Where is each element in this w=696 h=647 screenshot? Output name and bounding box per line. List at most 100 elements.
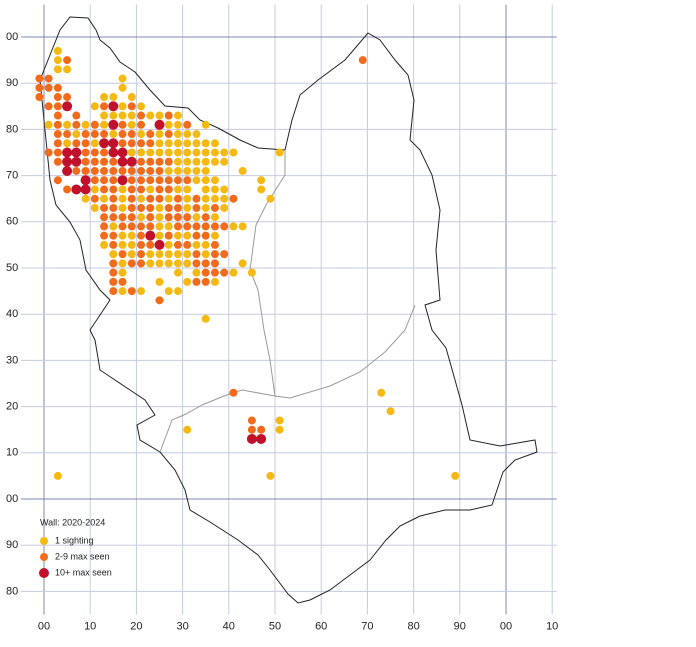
sighting-dot — [137, 222, 146, 231]
sighting-dot — [201, 231, 210, 240]
y-tick-label: 90 — [6, 77, 18, 89]
sighting-dot — [164, 176, 173, 185]
sighting-dot — [53, 176, 62, 185]
sighting-dot — [192, 203, 201, 212]
sighting-dot — [210, 240, 219, 249]
sighting-dot — [118, 139, 127, 148]
x-tick-label: 20 — [130, 620, 142, 632]
y-tick-label: 00 — [6, 493, 18, 505]
sighting-dot — [127, 259, 136, 268]
sighting-dot — [201, 213, 210, 222]
sighting-dot — [53, 46, 62, 55]
sighting-dot — [53, 56, 62, 65]
sighting-dot — [164, 157, 173, 166]
sighting-dot — [220, 222, 229, 231]
sighting-dot — [155, 148, 164, 157]
sighting-dot — [100, 203, 109, 212]
sighting-dot — [183, 176, 192, 185]
sighting-dot — [127, 176, 136, 185]
sighting-dot — [127, 240, 136, 249]
sighting-dot — [155, 296, 164, 305]
sighting-dot — [81, 157, 90, 166]
sighting-dot — [220, 250, 229, 259]
sighting-dot — [173, 166, 182, 175]
sighting-dot — [137, 240, 146, 249]
sighting-dot — [62, 101, 73, 112]
y-tick-label: 00 — [6, 31, 18, 43]
sighting-dot — [266, 194, 275, 203]
sighting-dot — [201, 268, 210, 277]
sighting-dot — [63, 139, 72, 148]
sighting-dot — [192, 194, 201, 203]
sighting-dot — [173, 130, 182, 139]
y-tick-label: 60 — [6, 216, 18, 228]
sighting-dot — [90, 203, 99, 212]
sighting-dot — [35, 74, 44, 83]
sighting-dot — [192, 250, 201, 259]
sighting-dot — [44, 102, 53, 111]
sighting-dot — [109, 250, 118, 259]
sighting-dot — [173, 250, 182, 259]
sighting-dot — [127, 222, 136, 231]
y-tick-label: 70 — [6, 170, 18, 182]
sighting-dot — [183, 148, 192, 157]
sighting-dot — [229, 268, 238, 277]
sighting-dot — [164, 148, 173, 157]
sighting-dot — [63, 130, 72, 139]
sighting-dot — [35, 93, 44, 102]
sighting-dot — [146, 240, 155, 249]
legend-label: 1 sighting — [55, 535, 94, 545]
sighting-dot — [146, 111, 155, 120]
sighting-dot — [220, 203, 229, 212]
sighting-dot — [137, 148, 146, 157]
sighting-dot — [275, 416, 284, 425]
sighting-dot — [118, 222, 127, 231]
sighting-dot — [275, 425, 284, 434]
sighting-dot — [173, 231, 182, 240]
sighting-dot — [118, 111, 127, 120]
legend-title: Wall: 2020-2024 — [40, 517, 105, 527]
sighting-dot — [220, 157, 229, 166]
sighting-dot — [173, 185, 182, 194]
sighting-dot — [192, 148, 201, 157]
grid — [20, 4, 557, 615]
sighting-dot — [44, 120, 53, 129]
sighting-dot — [201, 250, 210, 259]
legend: Wall: 2020-2024 1 sighting 2-9 max seen 10… — [39, 517, 112, 578]
sighting-dot — [201, 120, 210, 129]
sighting-dot — [210, 139, 219, 148]
sighting-dot — [220, 268, 229, 277]
sighting-dot — [377, 388, 386, 397]
sighting-dot — [109, 130, 118, 139]
x-tick-label: 90 — [454, 620, 466, 632]
sighting-dot — [137, 102, 146, 111]
sighting-dot — [72, 120, 81, 129]
sighting-dot — [80, 184, 91, 195]
sighting-dot — [108, 101, 119, 112]
sighting-dot — [90, 185, 99, 194]
sighting-dot — [192, 166, 201, 175]
sighting-dot — [100, 120, 109, 129]
sighting-dot — [183, 120, 192, 129]
sighting-dot — [80, 175, 91, 186]
sighting-dot — [201, 314, 210, 323]
sighting-dot — [63, 120, 72, 129]
sighting-dot — [109, 268, 118, 277]
sighting-dot — [109, 194, 118, 203]
sighting-dot — [183, 425, 192, 434]
sighting-dot — [192, 130, 201, 139]
sighting-dot — [192, 176, 201, 185]
sighting-dot — [118, 194, 127, 203]
sighting-dot — [183, 194, 192, 203]
district-boundary — [159, 389, 276, 453]
sighting-dot — [146, 166, 155, 175]
sighting-dot — [118, 166, 127, 175]
sighting-dot — [35, 83, 44, 92]
sighting-dot — [155, 139, 164, 148]
sighting-dot — [192, 139, 201, 148]
legend-label: 2-9 max seen — [55, 551, 110, 561]
sighting-dot — [146, 259, 155, 268]
sighting-dot — [210, 231, 219, 240]
sighting-dot — [220, 148, 229, 157]
sighting-dot — [201, 185, 210, 194]
